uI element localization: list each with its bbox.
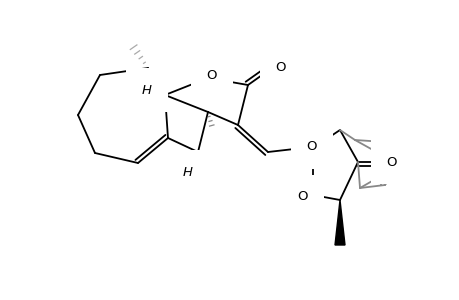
Text: O: O [275, 61, 285, 74]
Text: H: H [142, 83, 151, 97]
Text: O: O [386, 155, 397, 169]
Text: O: O [206, 68, 217, 82]
Text: O: O [306, 140, 317, 154]
Text: O: O [297, 190, 308, 203]
Polygon shape [334, 200, 344, 245]
Text: H: H [183, 166, 193, 178]
